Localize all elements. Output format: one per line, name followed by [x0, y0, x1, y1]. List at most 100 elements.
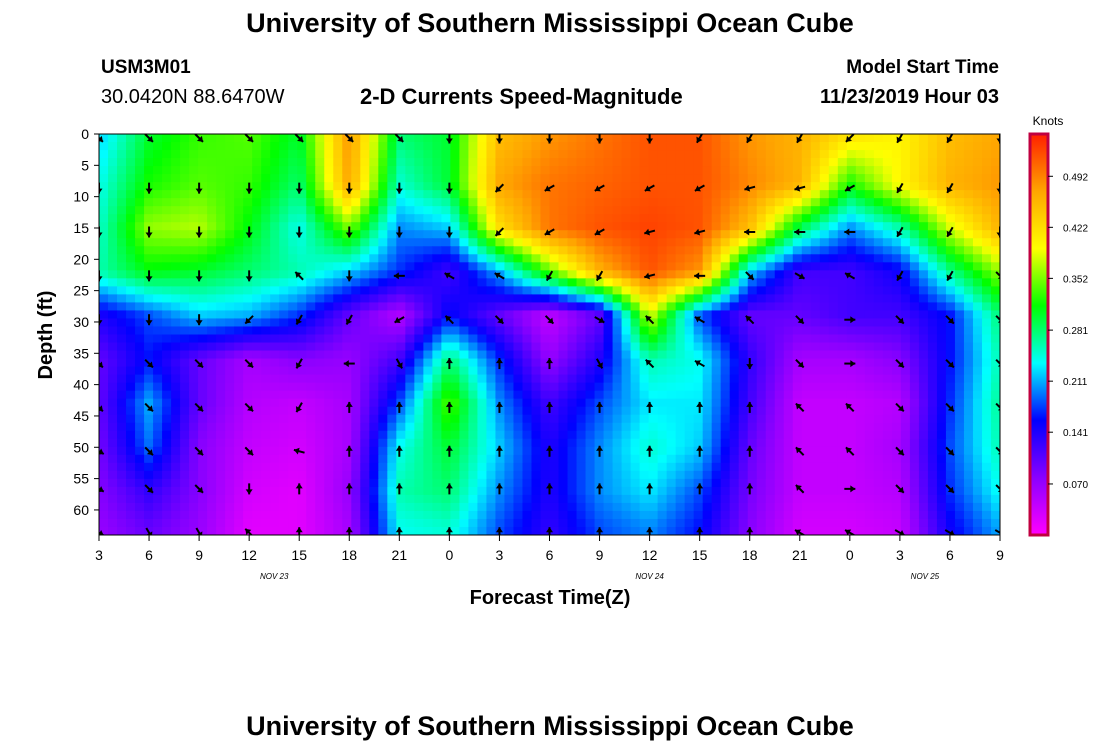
heatmap-cell: [243, 238, 253, 247]
heatmap-cell: [459, 342, 470, 352]
heatmap-cell: [315, 174, 325, 183]
heatmap-cell: [324, 142, 334, 151]
heatmap-cell: [648, 414, 659, 424]
heatmap-cell: [765, 222, 776, 231]
heatmap-cell: [135, 470, 145, 480]
heatmap-cell: [171, 406, 181, 416]
heatmap-cell: [423, 278, 433, 287]
heatmap-cell: [171, 334, 181, 344]
heatmap-cell: [171, 462, 181, 472]
heatmap-cell: [558, 270, 569, 279]
heatmap-cell: [675, 374, 686, 384]
heatmap-cell: [153, 334, 163, 344]
heatmap-cell: [216, 214, 226, 223]
heatmap-cell: [189, 358, 199, 368]
heatmap-cell: [567, 518, 578, 528]
heatmap-cell: [441, 302, 451, 312]
heatmap-cell: [306, 486, 316, 496]
heatmap-cell: [117, 438, 127, 448]
heatmap-cell: [360, 286, 370, 295]
heatmap-cell: [351, 150, 361, 159]
heatmap-cell: [594, 206, 605, 215]
heatmap-cell: [720, 214, 731, 223]
heatmap-cell: [783, 142, 794, 151]
heatmap-cell: [459, 470, 470, 480]
heatmap-cell: [387, 382, 397, 392]
heatmap-cell: [783, 422, 794, 432]
heatmap-cell: [765, 254, 776, 263]
heatmap-cell: [990, 510, 1000, 520]
heatmap-cell: [522, 182, 533, 191]
heatmap-cell: [180, 326, 190, 336]
heatmap-cell: [594, 182, 605, 191]
heatmap-cell: [963, 150, 974, 159]
heatmap-cell: [261, 198, 271, 207]
heatmap-cell: [594, 150, 605, 159]
heatmap-cell: [711, 286, 722, 295]
heatmap-cell: [657, 326, 668, 336]
heatmap-cell: [612, 382, 623, 392]
heatmap-cell: [855, 422, 866, 432]
heatmap-cell: [450, 326, 460, 336]
heatmap-cell: [108, 214, 118, 223]
heatmap-cell: [837, 470, 848, 480]
heatmap-cell: [882, 358, 893, 368]
heatmap-cell: [558, 510, 569, 520]
heatmap-cell: [396, 470, 406, 480]
heatmap-cell: [234, 270, 244, 279]
heatmap-cell: [432, 398, 442, 408]
heatmap-cell: [657, 190, 668, 199]
heatmap-cell: [693, 310, 704, 320]
heatmap-cell: [954, 358, 965, 368]
heatmap-cell: [702, 462, 713, 472]
heatmap-cell: [270, 390, 280, 400]
heatmap-cell: [765, 446, 776, 456]
heatmap-cell: [864, 486, 875, 496]
heatmap-cell: [855, 182, 866, 191]
heatmap-cell: [189, 278, 199, 287]
heatmap-cell: [279, 134, 289, 143]
heatmap-cell: [414, 414, 424, 424]
heatmap-cell: [738, 430, 749, 440]
heatmap-cell: [180, 286, 190, 295]
heatmap-cell: [351, 262, 361, 271]
heatmap-cell: [522, 158, 533, 167]
heatmap-cell: [684, 222, 695, 231]
heatmap-cell: [864, 518, 875, 528]
heatmap-cell: [648, 390, 659, 400]
heatmap-cell: [594, 478, 605, 488]
heatmap-cell: [351, 238, 361, 247]
heatmap-cell: [981, 222, 992, 231]
heatmap-cell: [972, 230, 983, 239]
heatmap-cell: [486, 350, 497, 360]
heatmap-cell: [279, 302, 289, 312]
heatmap-cell: [495, 494, 506, 504]
heatmap-cell: [288, 334, 298, 344]
heatmap-cell: [945, 414, 956, 424]
heatmap-cell: [450, 366, 460, 376]
heatmap-cell: [585, 286, 596, 295]
heatmap-cell: [405, 366, 415, 376]
heatmap-cell: [207, 150, 217, 159]
heatmap-cell: [378, 254, 388, 263]
heatmap-cell: [765, 310, 776, 320]
heatmap-cell: [225, 382, 235, 392]
heatmap-cell: [189, 438, 199, 448]
heatmap-cell: [207, 134, 217, 143]
heatmap-cell: [108, 430, 118, 440]
heatmap-cell: [954, 462, 965, 472]
heatmap-cell: [270, 494, 280, 504]
heatmap-cell: [369, 486, 379, 496]
heatmap-cell: [477, 286, 488, 295]
heatmap-cell: [810, 238, 821, 247]
heatmap-cell: [882, 414, 893, 424]
heatmap-cell: [801, 510, 812, 520]
heatmap-cell: [612, 262, 623, 271]
heatmap-cell: [666, 366, 677, 376]
heatmap-cell: [513, 366, 524, 376]
heatmap-cell: [450, 478, 460, 488]
heatmap-cell: [333, 406, 343, 416]
heatmap-cell: [738, 502, 749, 512]
heatmap-cell: [225, 134, 235, 143]
heatmap-cell: [693, 470, 704, 480]
